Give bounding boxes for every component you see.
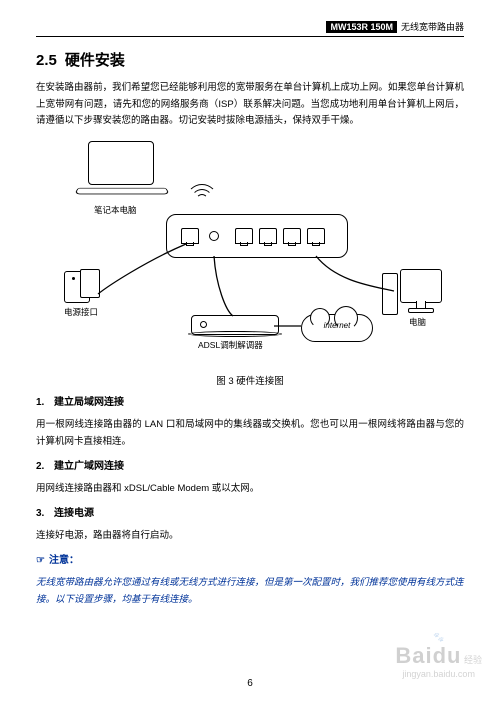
page-header: MW153R 150M 无线宽带路由器	[36, 20, 464, 37]
intro-paragraph: 在安装路由器前，我们希望您已经能够利用您的宽带服务在单台计算机上成功上网。如果您…	[36, 80, 464, 130]
power-label: 电源接口	[64, 306, 98, 318]
figure-caption: 图 3 硬件连接图	[36, 373, 464, 387]
note-heading: ☞注意：	[36, 551, 464, 566]
modem-label: ADSL调制解调器	[198, 339, 263, 351]
laptop-icon	[76, 141, 166, 201]
hardware-diagram: 笔记本电脑 电源接口 ADSL调制解调器 internet 电脑	[36, 136, 464, 371]
step-1-body: 用一根网线连接路由器的 LAN 口和局域网中的集线器或交换机。您也可以用一根网线…	[36, 417, 464, 450]
note-body: 无线宽带路由器允许您通过有线或无线方式进行连接，但是第一次配置时，我们推荐您使用…	[36, 575, 464, 607]
step-2-body: 用网线连接路由器和 xDSL/Cable Modem 或以太网。	[36, 481, 464, 498]
section-title: 硬件安装	[65, 52, 125, 69]
model-badge: MW153R 150M	[326, 21, 397, 33]
pointing-hand-icon: ☞	[36, 555, 45, 566]
product-name: 无线宽带路由器	[401, 20, 464, 33]
power-adapter-icon	[80, 269, 100, 298]
watermark: 🐾 Baidu 经验 jingyan.baidu.com	[395, 632, 482, 679]
step-2-heading: 2.建立广域网连接	[36, 457, 464, 472]
pc-label: 电脑	[409, 316, 426, 328]
laptop-label: 笔记本电脑	[94, 204, 137, 216]
page-number: 6	[0, 678, 500, 689]
section-number: 2.5	[36, 52, 57, 69]
router-icon	[166, 214, 348, 258]
step-3-heading: 3.连接电源	[36, 504, 464, 519]
step-3-body: 连接好电源，路由器将自行启动。	[36, 528, 464, 545]
step-1-heading: 1.建立局域网连接	[36, 393, 464, 408]
internet-cloud-icon: internet	[301, 314, 373, 342]
section-heading: 2.5 硬件安装	[36, 49, 464, 70]
